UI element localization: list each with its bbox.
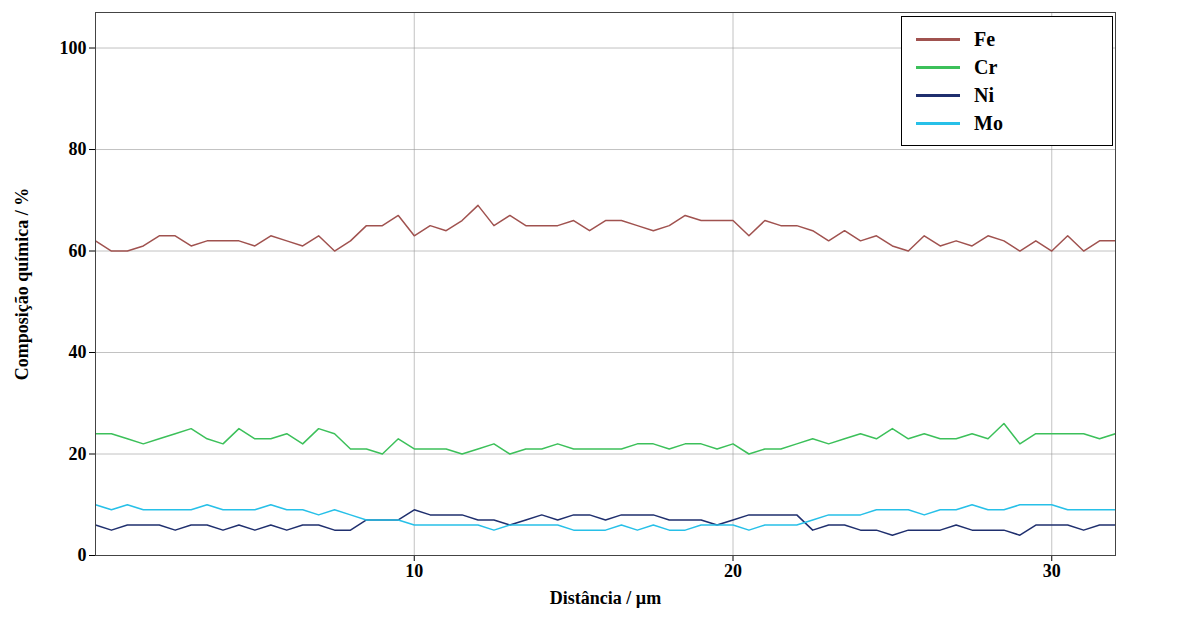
svg-text:Composição química / %: Composição química / % bbox=[12, 188, 32, 381]
html-text:Ni: Ni bbox=[974, 83, 994, 106]
svg-text:0: 0 bbox=[78, 545, 87, 565]
html-text:Fe: Fe bbox=[974, 27, 996, 50]
svg-text:40: 40 bbox=[69, 342, 87, 362]
svg-text:20: 20 bbox=[69, 444, 87, 464]
svg-text:100: 100 bbox=[60, 38, 87, 58]
html-text:Cr: Cr bbox=[974, 55, 998, 78]
svg-text:30: 30 bbox=[1043, 561, 1061, 581]
svg-text:Distância / µm: Distância / µm bbox=[550, 588, 661, 608]
html-text:Mo: Mo bbox=[974, 111, 1003, 134]
svg-text:80: 80 bbox=[69, 139, 87, 159]
svg-text:10: 10 bbox=[405, 561, 423, 581]
svg-text:20: 20 bbox=[724, 561, 742, 581]
svg-text:60: 60 bbox=[69, 241, 87, 261]
